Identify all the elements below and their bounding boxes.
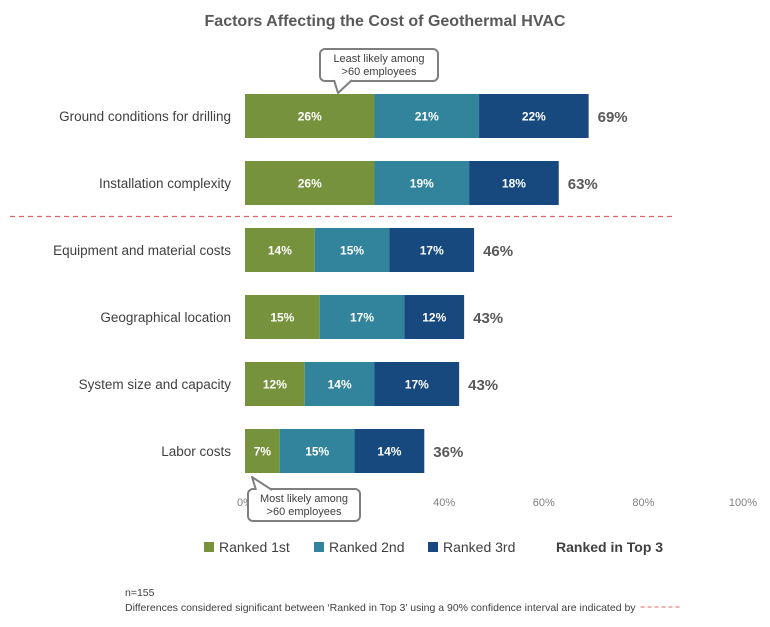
legend-swatch xyxy=(428,542,438,552)
segment-value-label: 18% xyxy=(502,177,526,191)
category-label: System size and capacity xyxy=(79,377,232,392)
legend-entry: Ranked 2nd xyxy=(329,539,405,555)
segment-value-label: 14% xyxy=(268,244,292,258)
legend: Ranked 1st Ranked 2nd Ranked 3rd Ranked in … xyxy=(204,539,663,555)
callout-most-likely: Most likely among>60 employees xyxy=(247,476,361,522)
callout-box xyxy=(319,48,439,82)
segment-value-label: 14% xyxy=(377,445,401,459)
bar-segment-1 xyxy=(245,94,375,138)
bars-layer: Ground conditions for drilling 26% 21% 22% 6… xyxy=(10,94,672,473)
bar-segment-1 xyxy=(245,161,375,205)
bar-segment-1 xyxy=(245,429,280,473)
chart-title: Factors Affecting the Cost of Geothermal… xyxy=(205,13,566,30)
total-value-label: 46% xyxy=(483,243,513,260)
segment-value-label: 17% xyxy=(405,378,429,392)
segment-value-label: 26% xyxy=(298,177,322,191)
bar-segment-3 xyxy=(389,228,475,272)
segment-value-label: 12% xyxy=(422,311,446,325)
segment-value-label: 22% xyxy=(522,110,546,124)
callout-text: >60 employees xyxy=(267,506,342,518)
category-label: Geographical location xyxy=(100,310,231,325)
category-label: Equipment and material costs xyxy=(53,243,231,258)
x-tick-label: 60% xyxy=(533,497,555,509)
bar-segment-2 xyxy=(319,295,405,339)
total-value-label: 43% xyxy=(473,310,503,327)
category-label: Ground conditions for drilling xyxy=(59,109,231,124)
total-value-label: 69% xyxy=(598,109,628,126)
legend-entry: Ranked 1st xyxy=(219,539,290,555)
bar-segment-3 xyxy=(479,94,589,138)
bar-segment-2 xyxy=(374,161,470,205)
legend-total-label: Ranked in Top 3 xyxy=(556,539,663,555)
x-tick-label: 100% xyxy=(729,497,757,509)
legend-entry: Ranked 3rd xyxy=(443,539,515,555)
segment-value-label: 14% xyxy=(328,378,352,392)
segment-value-label: 12% xyxy=(263,378,287,392)
category-label: Installation complexity xyxy=(99,176,231,191)
segment-value-label: 15% xyxy=(305,445,329,459)
segment-value-label: 17% xyxy=(420,244,444,258)
bar-segment-1 xyxy=(245,295,320,339)
bar-segment-1 xyxy=(245,362,305,406)
bar-segment-3 xyxy=(404,295,465,339)
callout-text: Least likely among xyxy=(333,53,424,65)
sample-size-note: n=155 xyxy=(125,587,155,599)
segment-value-label: 15% xyxy=(340,244,364,258)
category-label: Labor costs xyxy=(161,444,231,459)
x-tick-label: 40% xyxy=(433,497,455,509)
segment-value-label: 17% xyxy=(350,311,374,325)
significance-note: Differences considered significant betwe… xyxy=(125,602,636,614)
bar-segment-2 xyxy=(304,362,375,406)
bar-segment-2 xyxy=(279,429,355,473)
callout-pointer xyxy=(333,79,353,94)
total-value-label: 36% xyxy=(433,444,463,461)
legend-swatch xyxy=(314,542,324,552)
segment-value-label: 7% xyxy=(254,445,272,459)
segment-value-label: 19% xyxy=(410,177,434,191)
callout-text: >60 employees xyxy=(342,66,417,78)
callout-text: Most likely among xyxy=(260,493,348,505)
bar-segment-3 xyxy=(374,362,460,406)
segment-value-label: 26% xyxy=(298,110,322,124)
callout-pointer xyxy=(251,476,273,491)
total-value-label: 63% xyxy=(568,176,598,193)
bar-segment-3 xyxy=(469,161,559,205)
segment-value-label: 21% xyxy=(415,110,439,124)
callout-least-likely: Least likely among>60 employees xyxy=(319,48,439,94)
bar-segment-2 xyxy=(314,228,390,272)
segment-value-label: 15% xyxy=(270,311,294,325)
x-tick-label: 80% xyxy=(632,497,654,509)
total-value-label: 43% xyxy=(468,377,498,394)
bar-segment-2 xyxy=(374,94,480,138)
callout-box xyxy=(247,488,361,522)
bar-segment-1 xyxy=(245,228,315,272)
legend-swatch xyxy=(204,542,214,552)
bar-segment-3 xyxy=(354,429,425,473)
